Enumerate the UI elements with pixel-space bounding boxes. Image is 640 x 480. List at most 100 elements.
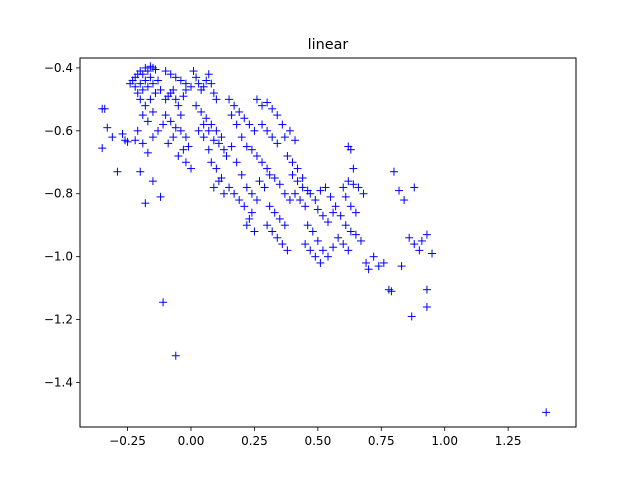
data-point [237,133,246,142]
data-point [156,192,165,201]
data-point [349,180,358,189]
data-point [133,89,142,98]
data-point [405,233,414,242]
data-point [181,133,190,142]
data-point [395,186,404,195]
data-point [329,243,338,252]
data-point [240,202,249,211]
data-point [298,183,307,192]
data-point [169,85,178,94]
data-point [344,246,353,255]
data-point [138,139,147,148]
data-point [123,137,132,146]
data-point [230,101,239,110]
data-point [285,196,294,205]
data-point [379,258,388,267]
data-point [141,101,150,110]
data-point [356,236,365,245]
data-point [143,67,152,76]
data-point [344,177,353,186]
data-point [192,73,201,82]
y-tick-label: −1.4 [44,375,73,389]
data-point [199,82,208,91]
data-point [194,126,203,135]
data-point [176,76,185,85]
data-point [181,79,190,88]
data-point [252,196,261,205]
data-point [184,142,193,151]
data-point [148,79,157,88]
data-point [136,95,145,104]
data-point [136,79,145,88]
data-point [227,142,236,151]
data-point [232,120,241,129]
data-point [263,126,272,135]
data-point [387,287,396,296]
data-point [288,170,297,179]
data-point [235,196,244,205]
data-point [417,236,426,245]
data-point [301,202,310,211]
x-axis: −0.25 0.00 0.25 0.50 0.75 1.00 1.25 [109,427,521,448]
data-point [280,221,289,230]
data-point [341,221,350,230]
data-point [422,285,431,294]
data-point [207,120,216,129]
data-point [351,230,360,239]
data-point [174,151,183,160]
data-point [136,167,145,176]
data-point [252,151,261,160]
data-point [227,111,236,120]
data-point [141,76,150,85]
data-point [171,123,180,132]
data-point [131,82,140,91]
data-point [311,252,320,261]
data-point [148,107,157,116]
data-point [268,133,277,142]
data-point [161,111,170,120]
data-point [103,123,112,132]
data-point [141,199,150,208]
data-point [148,177,157,186]
data-point [154,76,163,85]
data-point [296,196,305,205]
data-point [245,120,254,129]
data-point [194,79,203,88]
data-point [143,117,152,126]
data-point [252,95,261,104]
data-point [225,95,234,104]
data-point [169,133,178,142]
data-point [207,158,216,167]
data-point [166,117,175,126]
data-point [232,158,241,167]
data-point [159,120,168,129]
data-point [349,164,358,173]
data-point [179,145,188,154]
data-point [138,85,147,94]
data-point [339,183,348,192]
data-point [176,126,185,135]
data-point [260,183,269,192]
data-point [410,183,419,192]
data-point [280,133,289,142]
data-point [428,249,437,258]
data-point [258,158,267,167]
data-point [131,136,140,145]
data-point [263,164,272,173]
data-point [235,107,244,116]
data-point [222,151,231,160]
data-point [250,227,259,236]
data-point [336,211,345,220]
data-point [318,246,327,255]
data-point [209,183,218,192]
data-point [346,227,355,236]
data-point [542,408,551,417]
data-point [225,183,234,192]
data-point [176,111,185,120]
data-points [98,62,551,417]
data-point [280,189,289,198]
data-point [199,120,208,129]
y-tick-label: −1.2 [44,313,73,327]
data-point [288,158,297,167]
data-point [133,126,142,135]
